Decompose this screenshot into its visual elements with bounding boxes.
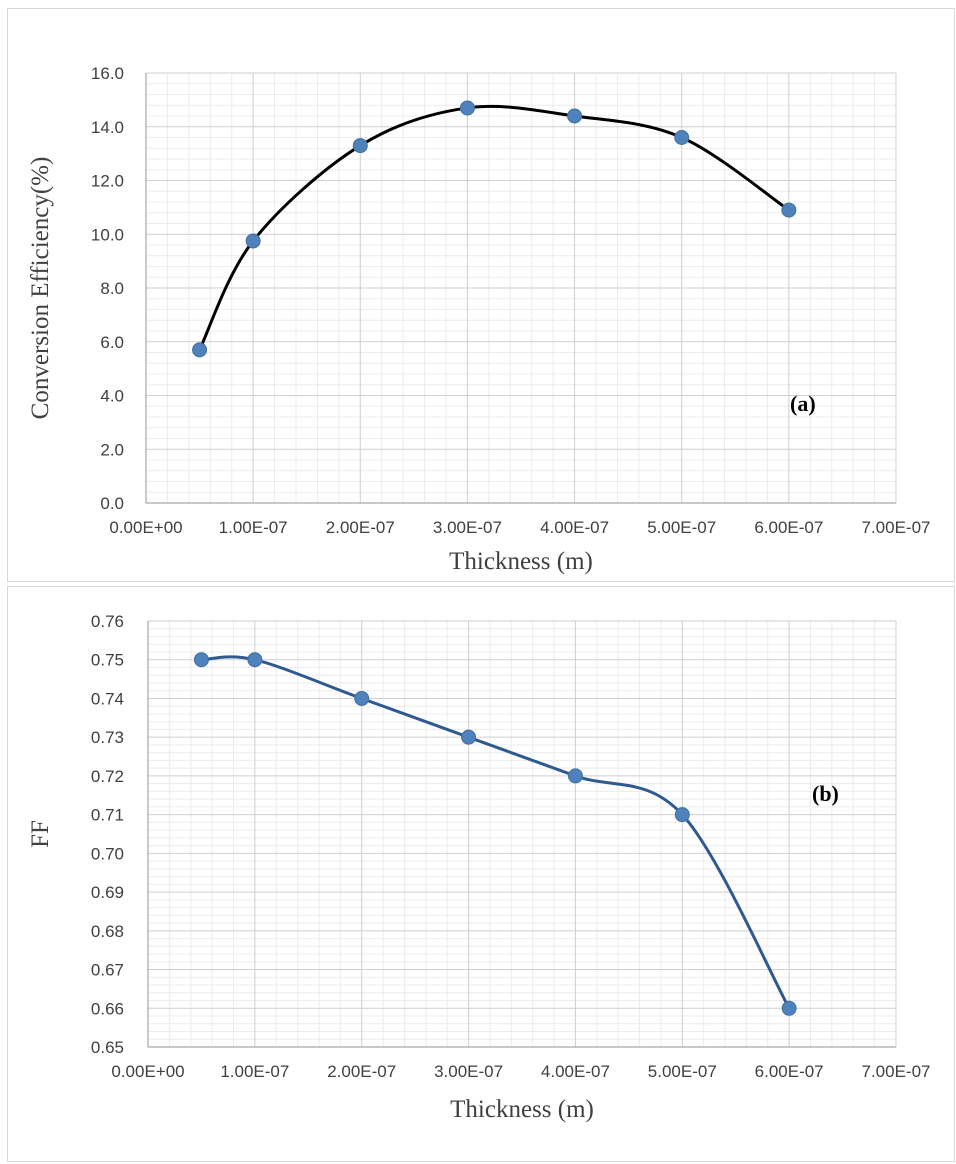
fill-factor-chart: 0.65 0.66 0.67 0.68 0.69 0.70 0.71 0.72 0.73 0.74…	[27, 612, 931, 1123]
y-axis-title: FF	[27, 820, 54, 848]
y-tick-label: 0.0	[100, 494, 124, 513]
x-tick-label: 1.00E-07	[219, 518, 288, 537]
data-point	[245, 233, 261, 249]
y-tick-label: 0.74	[91, 689, 124, 708]
x-tick-label: 3.00E-07	[433, 518, 502, 537]
data-point	[352, 138, 368, 154]
y-tick-label: 0.65	[91, 1038, 124, 1057]
x-tick-label: 6.00E-07	[754, 518, 823, 537]
x-tick-label: 5.00E-07	[648, 1062, 717, 1081]
x-tick-label: 0.00E+00	[109, 518, 182, 537]
data-point	[459, 100, 475, 116]
x-tick-label: 3.00E-07	[434, 1062, 503, 1081]
series-line	[199, 655, 791, 1010]
y-tick-label: 4.0	[100, 387, 124, 406]
data-point	[193, 652, 209, 668]
x-axis-title: Thickness (m)	[449, 548, 593, 575]
y-tick-label: 0.70	[91, 844, 124, 863]
x-axis-title: Thickness (m)	[450, 1096, 594, 1123]
panel-label: (a)	[790, 391, 816, 416]
data-point	[192, 342, 208, 358]
chart-panel-efficiency: 0.0 2.0 4.0 6.0 8.0 10.0 12.0 14.0 16.0 0.00E+00 1…	[7, 8, 955, 582]
y-tick-label: 0.75	[91, 651, 124, 670]
chart-panel-ff: 0.65 0.66 0.67 0.68 0.69 0.70 0.71 0.72 0.73 0.74…	[7, 586, 955, 1162]
y-tick-label: 6.0	[100, 333, 124, 352]
y-tick-label: 0.71	[91, 806, 124, 825]
y-tick-label: 0.67	[91, 961, 124, 980]
major-gridlines	[147, 620, 897, 1048]
y-axis-title: Conversion Efficiency(%)	[27, 157, 54, 420]
data-point	[781, 1000, 797, 1016]
panel-label: (b)	[812, 781, 839, 806]
x-tick-label: 7.00E-07	[862, 518, 931, 537]
x-tick-label: 0.00E+00	[111, 1062, 184, 1081]
x-tick-label: 7.00E-07	[862, 1062, 931, 1081]
y-tick-label: 8.0	[100, 279, 124, 298]
x-tick-label: 5.00E-07	[647, 518, 716, 537]
y-tick-label: 2.0	[100, 440, 124, 459]
data-point	[354, 690, 370, 706]
y-tick-label: 16.0	[91, 64, 124, 83]
efficiency-chart: 0.0 2.0 4.0 6.0 8.0 10.0 12.0 14.0 16.0 0.00E+00 1…	[27, 64, 931, 575]
data-point	[567, 108, 583, 124]
y-tick-label: 0.76	[91, 612, 124, 631]
x-tick-label: 2.00E-07	[326, 518, 395, 537]
data-point	[247, 652, 263, 668]
minor-gridlines	[148, 621, 896, 1047]
x-tick-label: 4.00E-07	[540, 518, 609, 537]
x-tick-label: 4.00E-07	[541, 1062, 610, 1081]
y-tick-label: 0.66	[91, 999, 124, 1018]
data-point	[781, 202, 797, 218]
x-tick-label: 1.00E-07	[220, 1062, 289, 1081]
y-tick-label: 12.0	[91, 172, 124, 191]
y-tick-label: 14.0	[91, 118, 124, 137]
x-tick-label: 2.00E-07	[327, 1062, 396, 1081]
y-tick-label: 0.68	[91, 922, 124, 941]
x-tick-label: 6.00E-07	[755, 1062, 824, 1081]
data-point	[567, 768, 583, 784]
data-point	[461, 729, 477, 745]
y-tick-label: 0.73	[91, 728, 124, 747]
series-line	[198, 104, 791, 352]
y-tick-label: 10.0	[91, 225, 124, 244]
y-tick-label: 0.72	[91, 767, 124, 786]
data-point	[674, 130, 690, 145]
y-tick-label: 0.69	[91, 883, 124, 902]
data-point	[674, 807, 690, 823]
